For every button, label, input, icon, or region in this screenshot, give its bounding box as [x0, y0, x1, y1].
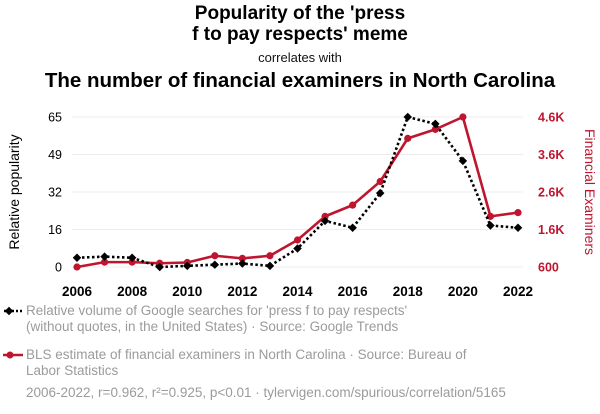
series2-point	[238, 254, 246, 262]
legend-item2-line2: Labor Statistics	[26, 363, 119, 378]
legend-item1-line2: (without quotes, in the United States) ·…	[26, 319, 399, 334]
left-axis-label: Relative popularity	[6, 134, 22, 249]
footer-citation: 2006-2022, r=0.962, r²=0.925, p<0.01 · t…	[26, 385, 506, 400]
series2-point	[100, 258, 109, 266]
legend-item1-line1: Relative volume of Google searches for '…	[26, 303, 408, 318]
correlates-with-text: correlates with	[258, 50, 342, 65]
series1-point	[431, 119, 440, 129]
series1-point	[265, 261, 275, 271]
title-line-1: Popularity of the 'press	[194, 3, 406, 24]
series1-point	[72, 253, 82, 263]
series2-point	[266, 252, 274, 260]
series2-point	[293, 236, 302, 244]
left-tick-label: 16	[48, 223, 62, 237]
x-tick-label: 2018	[393, 284, 424, 299]
legend-marker-series2	[3, 351, 23, 359]
x-tick-label: 2006	[62, 284, 93, 299]
series1-point	[210, 260, 220, 269]
series1-point	[513, 223, 523, 233]
series1-point	[403, 112, 412, 122]
series2-point	[128, 258, 136, 266]
left-tick-label: 65	[48, 111, 62, 125]
series1-point	[486, 221, 495, 230]
right-tick-label: 1.6K	[538, 223, 564, 237]
right-tick-label: 2.6K	[538, 186, 564, 200]
series2-point	[73, 263, 81, 271]
legend-marker-series1	[4, 306, 22, 316]
gridlines	[72, 116, 523, 268]
series1-point	[155, 262, 164, 272]
series1-point	[458, 156, 468, 166]
series2-point	[376, 177, 384, 186]
series2-point	[514, 209, 522, 217]
series-google-searches	[72, 112, 523, 272]
left-tick-label: 0	[55, 261, 62, 275]
left-axis-ticks: 0 16 32 49 65	[48, 111, 62, 275]
series2-point	[211, 252, 219, 260]
right-tick-label: 4.6K	[538, 111, 564, 125]
series1-point	[293, 244, 302, 253]
right-axis-ticks: 600 1.6K 2.6K 3.6K 4.6K	[538, 111, 564, 275]
x-tick-label: 2016	[338, 284, 369, 299]
left-tick-label: 49	[48, 148, 62, 162]
legend-item-series1: Relative volume of Google searches for '…	[26, 303, 407, 335]
right-tick-label: 600	[538, 261, 559, 275]
series1-point	[183, 261, 192, 271]
series1-point	[238, 259, 247, 268]
x-tick-label: 2022	[503, 284, 533, 299]
title-line-2: f to pay respects' meme	[192, 24, 408, 45]
series2-point	[404, 134, 412, 142]
series2-point	[349, 201, 357, 209]
right-axis-label: Financial Examiners	[582, 129, 598, 255]
x-tick-label: 2008	[117, 284, 148, 299]
series2-point	[321, 212, 329, 220]
x-tick-label: 2020	[448, 284, 478, 299]
series1-point	[348, 223, 357, 233]
legend-item2-line1: BLS estimate of financial examiners in N…	[26, 347, 467, 362]
x-tick-label: 2014	[282, 284, 313, 299]
legend-item-series2: BLS estimate of financial examiners in N…	[26, 347, 466, 379]
right-tick-label: 3.6K	[538, 148, 564, 162]
chart-subtitle: The number of financial examiners in Nor…	[44, 69, 556, 92]
series1-point	[127, 253, 137, 263]
x-tick-label: 2012	[227, 284, 257, 299]
x-axis-ticks: 2006 2008 2010 2012 2014 2016 2018 2020 2022	[62, 284, 533, 299]
series2-point	[459, 113, 467, 121]
left-tick-label: 32	[48, 186, 62, 200]
chart-title: Popularity of the 'press f to pay respec…	[0, 3, 600, 45]
series1-point	[100, 252, 109, 261]
series1-point	[375, 188, 385, 198]
series1-point	[320, 216, 330, 226]
x-tick-label: 2010	[172, 284, 202, 299]
